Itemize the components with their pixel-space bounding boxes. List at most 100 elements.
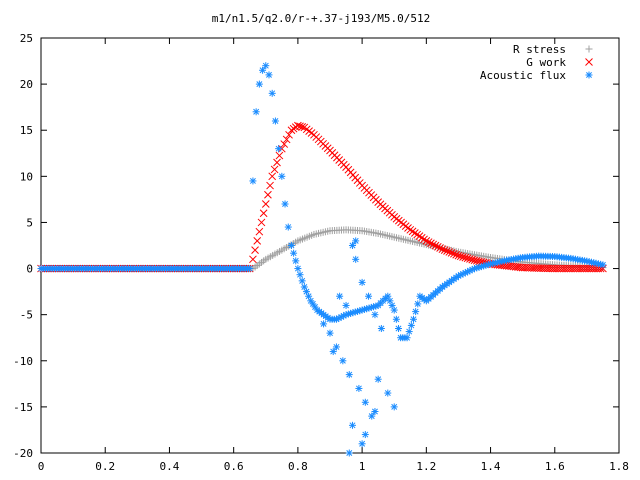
x-tick-label: 0.8	[288, 460, 308, 473]
chart-title: m1/n1.5/q2.0/r-+.37-j193/M5.0/512	[212, 12, 431, 25]
y-tick-label: 25	[20, 32, 33, 45]
data-point	[294, 121, 302, 130]
data-point	[259, 66, 267, 74]
data-point	[417, 233, 426, 242]
data-point	[348, 421, 356, 429]
legend-marker	[585, 58, 593, 66]
x-tick-label: 0.4	[160, 460, 180, 473]
data-point	[275, 151, 284, 160]
data-point	[352, 237, 360, 245]
data-point	[253, 237, 262, 245]
data-point	[438, 245, 447, 254]
data-point	[406, 225, 415, 234]
data-point	[433, 242, 442, 251]
y-tick-label: 15	[20, 124, 33, 137]
data-point	[454, 251, 463, 260]
data-point	[403, 334, 411, 342]
data-point	[259, 209, 268, 218]
data-point	[414, 300, 422, 308]
x-tick-label: 0.2	[95, 460, 115, 473]
data-point	[332, 343, 340, 351]
data-point	[339, 357, 347, 365]
data-point	[450, 249, 458, 258]
data-point	[246, 265, 254, 273]
y-tick-label: -20	[13, 447, 33, 460]
data-point	[431, 241, 440, 250]
data-point	[273, 158, 281, 167]
data-point	[345, 371, 353, 379]
data-point	[459, 253, 467, 261]
x-tick-label: 0.6	[224, 460, 244, 473]
data-point	[255, 227, 264, 236]
data-point	[345, 449, 353, 457]
data-point	[409, 315, 417, 323]
y-tick-label: -5	[20, 309, 33, 322]
data-point	[472, 256, 481, 265]
data-point	[386, 297, 394, 305]
data-point	[424, 238, 433, 246]
data-point	[390, 403, 398, 411]
x-tick-label: 1	[359, 460, 366, 473]
x-tick-label: 1.2	[416, 460, 436, 473]
data-point	[447, 249, 456, 257]
data-point	[392, 315, 400, 323]
y-tick-label: 5	[26, 216, 33, 229]
data-point	[266, 181, 274, 190]
data-point	[252, 108, 260, 116]
axis-ticks: 0 0.2 0.4 0.6 0.8 1 1.2 1.4 1.6 1.8 25 20 15 10 5 0 -5 -1…	[13, 32, 629, 473]
data-point	[470, 256, 479, 265]
data-point	[249, 177, 257, 185]
data-point	[257, 218, 266, 227]
data-point	[411, 229, 419, 237]
data-point	[342, 301, 350, 309]
data-point	[290, 249, 298, 257]
data-point	[468, 255, 477, 264]
data-point	[443, 247, 451, 255]
data-point	[420, 235, 428, 244]
data-point	[463, 254, 472, 263]
data-point	[371, 408, 379, 415]
data-point	[358, 440, 366, 448]
data-point	[445, 248, 454, 256]
data-point	[348, 242, 356, 249]
data-point	[407, 321, 415, 329]
data-point	[270, 165, 279, 174]
y-tick-label: -10	[13, 355, 33, 368]
data-point	[361, 398, 369, 406]
data-point	[358, 278, 366, 286]
data-point	[461, 253, 470, 262]
data-point	[415, 232, 424, 240]
data-point	[377, 325, 385, 332]
data-point	[249, 255, 257, 264]
data-point	[262, 62, 270, 70]
data-point	[255, 80, 263, 88]
data-point	[298, 277, 306, 285]
data-point	[599, 261, 607, 269]
data-point	[412, 308, 420, 316]
x-tick-label: 1.8	[609, 460, 629, 473]
data-point	[436, 244, 444, 252]
x-tick-label: 1.6	[545, 460, 565, 473]
legend-marker	[585, 45, 593, 53]
data-point	[422, 237, 431, 245]
data-point	[281, 200, 289, 208]
y-tick-label: 20	[20, 78, 33, 91]
data-point	[298, 122, 307, 131]
data-point	[296, 122, 304, 131]
data-point	[292, 257, 300, 265]
data-point	[320, 320, 328, 328]
series-acoustic-flux	[37, 62, 607, 457]
data-point	[408, 227, 417, 236]
y-tick-label: 10	[20, 170, 33, 183]
data-point	[395, 325, 403, 332]
data-point	[429, 240, 438, 249]
y-tick-label: 0	[26, 263, 33, 276]
data-point	[268, 89, 276, 97]
data-point	[264, 190, 272, 199]
data-point	[456, 252, 465, 261]
data-point	[261, 200, 270, 208]
data-point	[265, 71, 273, 79]
data-point	[384, 389, 392, 397]
